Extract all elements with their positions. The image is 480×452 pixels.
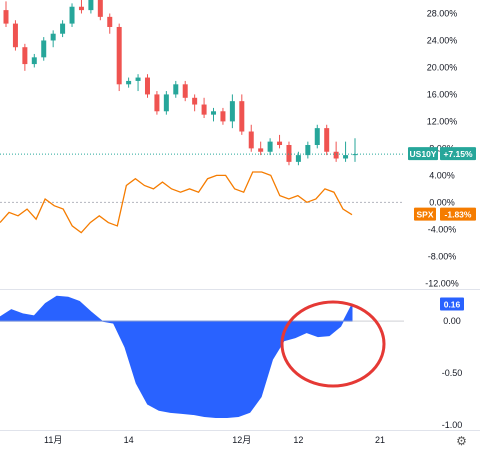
y-tick-label: 20.00% [427, 62, 458, 72]
us10y-value-badge [440, 147, 476, 161]
us10y-value-label: +7.15% [443, 149, 473, 159]
x-tick-label: 14 [124, 435, 134, 445]
candle-body [97, 0, 103, 17]
x-tick-label: 12 [293, 435, 303, 445]
candle-body [182, 84, 188, 98]
candle-body [3, 10, 9, 24]
candle-body [324, 128, 330, 152]
y-tick-label: 16.00% [427, 89, 458, 99]
candle-body [343, 155, 349, 159]
candle-body [286, 145, 292, 162]
candle-body [60, 23, 66, 34]
candle-body [107, 16, 113, 27]
candle-body [220, 111, 226, 122]
candle-body [267, 141, 273, 152]
candle-body [173, 84, 179, 95]
indicator-y-tick-label: -0.50 [442, 368, 463, 378]
settings-gear-icon[interactable]: ⚙ [456, 434, 467, 448]
candle-body [277, 141, 283, 145]
us10y-name-label: US10Y [410, 149, 437, 159]
us10y-name-badge [408, 147, 438, 161]
y-tick-label: 4.00% [429, 170, 455, 180]
y-tick-label: 24.00% [427, 35, 458, 45]
candle-body [88, 0, 94, 11]
spx-value-label: -1.83% [445, 210, 472, 220]
candle-body [248, 131, 254, 149]
candle-body [314, 128, 320, 145]
indicator-y-tick-label: -1.00 [442, 420, 463, 430]
candle-body [201, 104, 207, 115]
x-tick-label: 21 [375, 435, 385, 445]
candle-body [69, 6, 75, 24]
candle-body [211, 111, 217, 115]
candle-body [144, 77, 150, 95]
candle-body [116, 26, 122, 85]
candle-body [163, 94, 169, 112]
y-tick-label: -12.00% [425, 278, 459, 288]
candle-body [333, 151, 339, 159]
candle-body [41, 40, 47, 58]
spx-name-badge [414, 207, 436, 221]
highlight-ellipse [280, 300, 386, 388]
candle-body [352, 154, 358, 156]
candle-body [295, 155, 301, 162]
candle-body [305, 145, 311, 156]
candle-body [154, 94, 160, 112]
indicator-value-label: 0.16 [444, 300, 461, 310]
candle-body [229, 101, 235, 122]
candle-body [22, 47, 28, 65]
spx-line [0, 171, 353, 234]
indicator-y-tick-label: 0.00 [443, 316, 461, 326]
candle-body [12, 23, 18, 48]
candle-body [50, 33, 56, 41]
candle-body [258, 148, 264, 152]
candle-body [239, 101, 245, 132]
candle-body [192, 97, 198, 105]
spx-name-label: SPX [416, 210, 433, 220]
indicator-area [0, 295, 353, 419]
candle-body [31, 57, 37, 65]
candle-body [78, 6, 84, 11]
x-tick-label: 12月 [232, 435, 251, 445]
indicator-value-badge [440, 297, 464, 311]
spx-value-badge [440, 207, 476, 221]
y-tick-label: 12.00% [427, 116, 458, 126]
candle-body [135, 77, 141, 81]
x-tick-label: 11月 [44, 435, 62, 445]
y-tick-label: 0.00% [429, 197, 455, 207]
y-tick-label: 28.00% [427, 8, 458, 18]
candle-body [126, 80, 132, 85]
y-tick-label: -8.00% [428, 251, 457, 261]
y-tick-label: -4.00% [428, 224, 457, 234]
